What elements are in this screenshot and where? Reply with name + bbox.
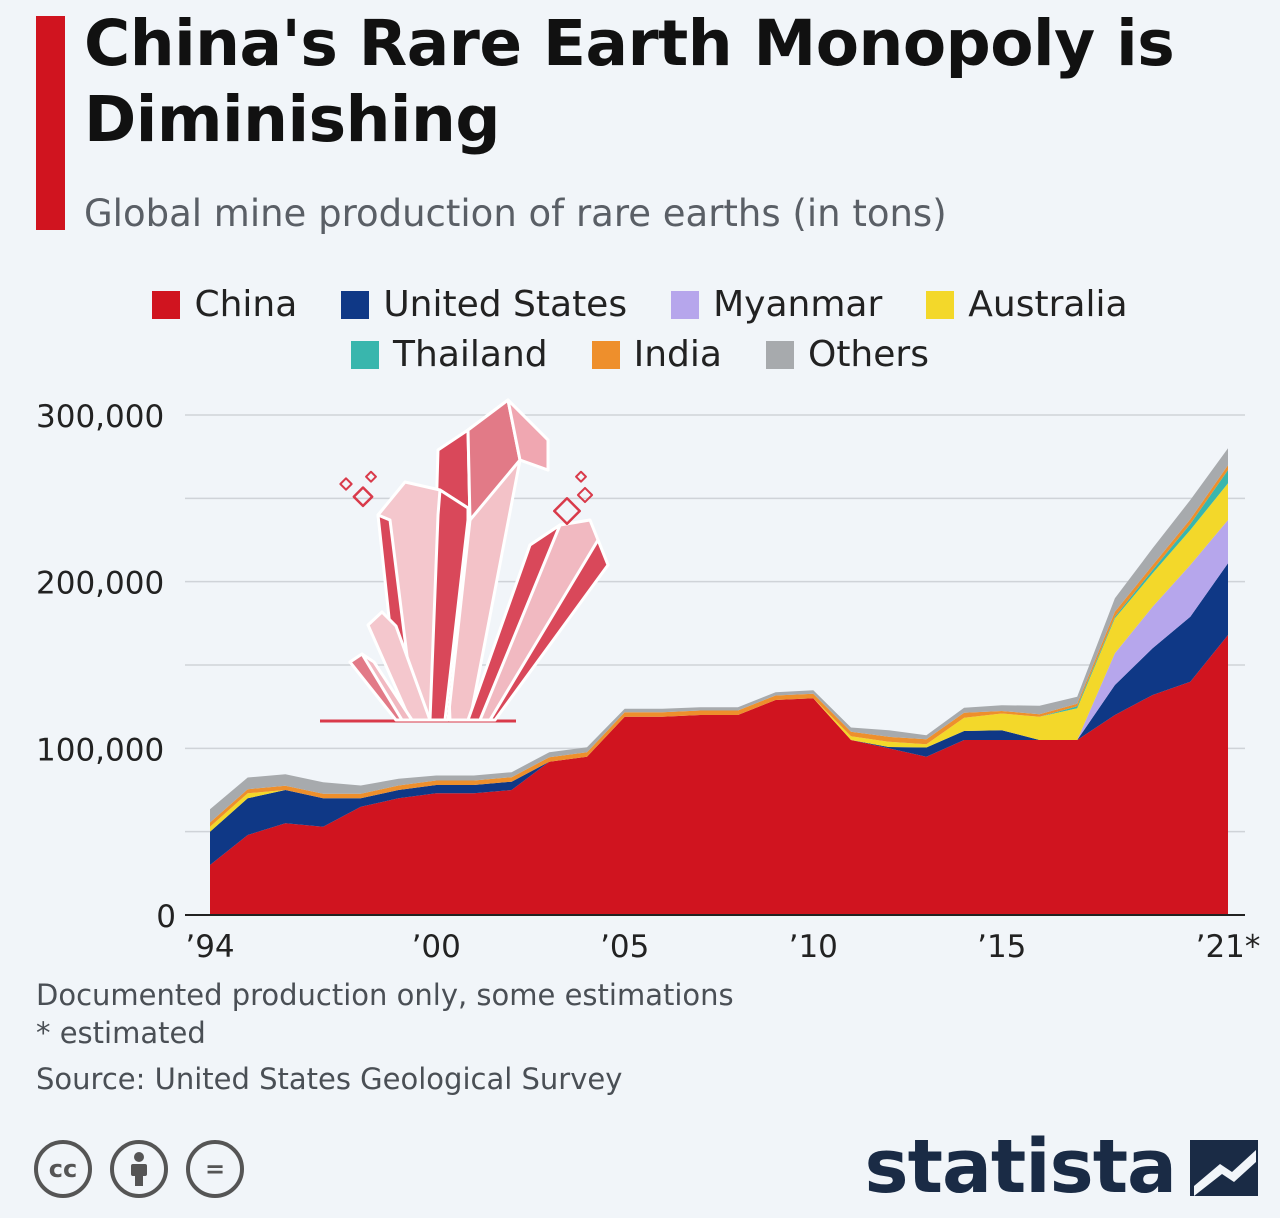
- x-tick-label: ’94: [185, 929, 234, 965]
- legend-swatch-others: [765, 340, 794, 369]
- source-note: Source: United States Geological Survey: [36, 1062, 623, 1096]
- chart-title: China's Rare Earth Monopoly is Diminishi…: [84, 7, 1175, 156]
- series-area-china: [210, 635, 1228, 915]
- y-axis-labels: 0 100,000 200,000 300,000: [36, 399, 176, 935]
- y-tick-label: 100,000: [36, 732, 164, 768]
- legend-swatch-myanmar: [671, 290, 700, 319]
- x-tick-label: ’10: [789, 929, 838, 965]
- chart-subtitle: Global mine production of rare earths (i…: [84, 192, 947, 235]
- legend-label-united-states: United States: [383, 284, 628, 325]
- crystals-illustration: [320, 398, 610, 723]
- cc-icon[interactable]: cc: [34, 1140, 92, 1198]
- legend-label-myanmar: Myanmar: [713, 284, 883, 325]
- person-icon: [131, 1152, 147, 1186]
- attribution-icon[interactable]: [110, 1140, 168, 1198]
- legend-label-australia: Australia: [968, 284, 1128, 325]
- x-tick-label: ’00: [412, 929, 461, 965]
- footnote-documented: Documented production only, some estimat…: [36, 978, 734, 1012]
- legend-row-1: China United States Myanmar Australia: [0, 284, 1280, 325]
- legend-swatch-india: [591, 340, 620, 369]
- legend-item-others: Others: [765, 334, 929, 375]
- license-icons: cc =: [34, 1140, 244, 1198]
- title-accent-bar: [36, 16, 65, 230]
- area-chart: 0 100,000 200,000 300,000 ’94 ’00 ’05 ’10 ’15 ’2…: [36, 398, 1260, 965]
- legend-swatch-united-states: [341, 290, 370, 319]
- no-derivatives-icon[interactable]: =: [186, 1140, 244, 1198]
- stacked-areas: [210, 448, 1228, 915]
- series-area-united-states: [210, 563, 1228, 865]
- cc-icon-text: cc: [48, 1155, 78, 1183]
- legend-label-china: China: [194, 284, 298, 325]
- footnote-estimated: * estimated: [36, 1016, 206, 1050]
- legend-item-india: India: [591, 334, 722, 375]
- legend-row-2: Thailand India Others: [0, 334, 1280, 375]
- x-axis-labels: ’94 ’00 ’05 ’10 ’15 ’21*: [185, 929, 1260, 965]
- x-tick-label: ’21*: [1196, 929, 1261, 965]
- y-tick-label: 300,000: [36, 399, 164, 435]
- legend-label-india: India: [633, 334, 722, 375]
- legend-item-china: China: [152, 284, 297, 325]
- x-tick-label: ’15: [977, 929, 1026, 965]
- legend-item-australia: Australia: [926, 284, 1128, 325]
- y-tick-label: 0: [156, 899, 176, 935]
- statista-mark-icon: [1190, 1140, 1258, 1196]
- brand-name: statista: [864, 1124, 1177, 1210]
- legend-label-others: Others: [807, 334, 929, 375]
- legend-swatch-australia: [926, 290, 955, 319]
- legend-label-thailand: Thailand: [393, 334, 548, 375]
- legend-item-united-states: United States: [341, 284, 627, 325]
- x-tick-label: ’05: [600, 929, 649, 965]
- legend-swatch-thailand: [351, 340, 380, 369]
- series-area-others: [210, 448, 1228, 823]
- statista-logo[interactable]: statista: [865, 1124, 1260, 1210]
- legend-item-myanmar: Myanmar: [671, 284, 882, 325]
- nd-icon-text: =: [204, 1155, 226, 1183]
- legend-item-thailand: Thailand: [351, 334, 548, 375]
- y-tick-label: 200,000: [36, 566, 164, 602]
- legend-swatch-china: [152, 290, 181, 319]
